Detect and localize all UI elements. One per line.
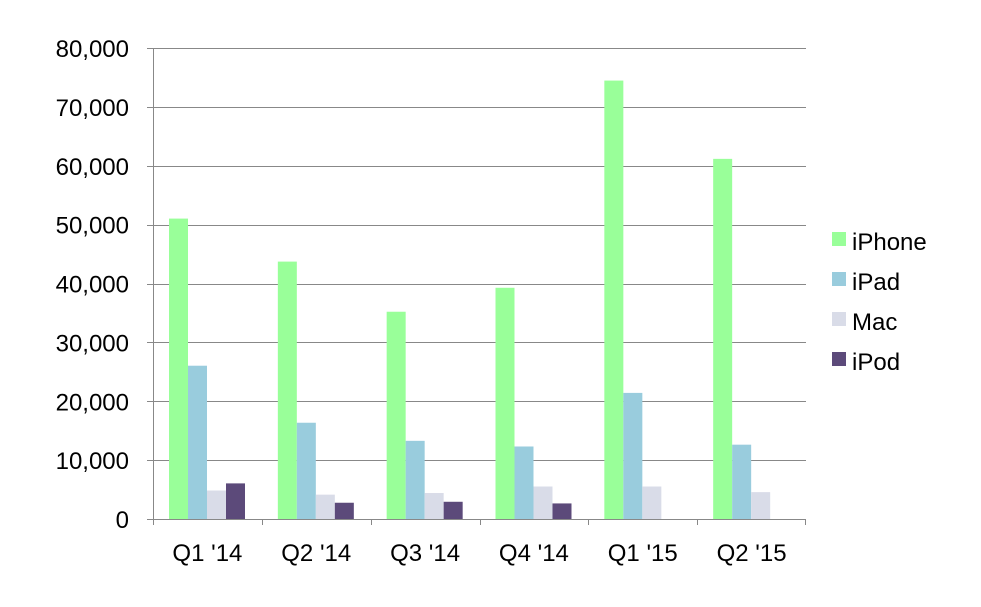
x-tick-label: Q4 '14 [499,540,569,567]
y-tick-label: 50,000 [56,213,129,240]
legend-swatch-mac [832,312,846,326]
bar-iphone-0 [169,218,188,519]
bar-ipad-1 [296,422,316,519]
y-tick-label: 0 [116,507,129,534]
y-tick-label: 60,000 [56,154,129,181]
bar-mac-2 [424,493,444,519]
y-tick-labels: 0 10,000 20,000 30,000 40,000 50,000 60,000 70,… [56,36,129,534]
x-tick-label: Q2 '14 [281,540,351,567]
legend-label-iphone: iPhone [852,229,927,256]
bar-ipad-0 [188,365,207,519]
legend: iPhone iPad Mac iPod [832,229,927,376]
bar-iphone-5 [713,158,733,519]
y-tick-label: 30,000 [56,330,129,357]
x-tick-label: Q2 '15 [717,540,787,567]
gridlines [153,48,806,461]
x-tick-label: Q1 '15 [608,540,678,567]
bar-mac-5 [751,492,771,519]
bar-ipad-5 [732,444,752,519]
y-tick-label: 40,000 [56,272,129,299]
legend-swatch-iphone [832,232,846,246]
x-tick-label: Q1 '14 [172,540,242,567]
bar-iphone-3 [495,287,515,519]
bar-mac-4 [642,486,662,519]
x-tick-label: Q3 '14 [390,540,460,567]
bars [169,80,771,520]
bar-mac-3 [533,486,553,519]
bar-iphone-2 [386,311,406,519]
bar-ipod-2 [443,501,463,519]
legend-swatch-ipad [832,272,846,286]
bar-ipad-2 [405,440,425,519]
y-tick-label: 10,000 [56,448,129,475]
legend-label-ipod: iPod [852,349,900,376]
x-tick-labels: Q1 '14 Q2 '14 Q3 '14 Q4 '14 Q1 '15 Q2 '15 [172,540,786,567]
bar-ipad-4 [623,392,643,519]
legend-swatch-ipod [832,352,846,366]
legend-label-mac: Mac [852,309,897,336]
y-tick-label: 80,000 [56,36,129,63]
legend-label-ipad: iPad [852,269,900,296]
bar-ipod-3 [552,503,572,519]
axes [147,48,806,525]
bar-ipad-3 [514,446,534,519]
bar-iphone-4 [604,80,624,520]
bar-ipod-0 [226,483,245,519]
y-tick-label: 70,000 [56,95,129,122]
bar-ipod-1 [334,502,354,519]
bar-mac-0 [207,490,226,519]
bar-mac-1 [315,494,335,519]
y-tick-label: 20,000 [56,389,129,416]
bar-iphone-1 [277,261,297,519]
